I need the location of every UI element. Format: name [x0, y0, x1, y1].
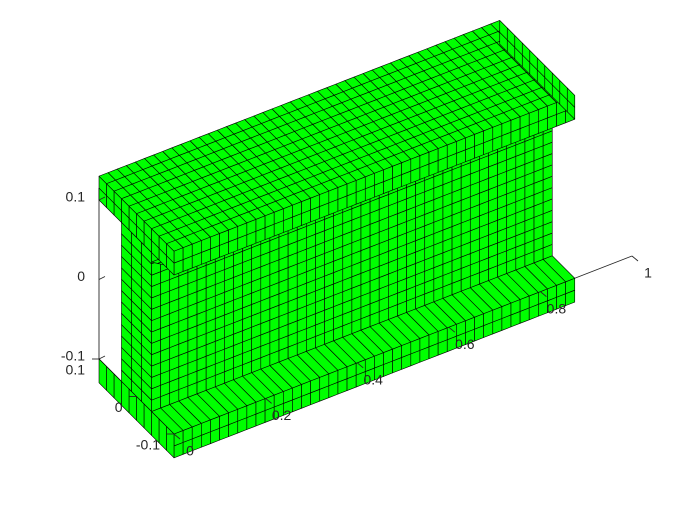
z-tick-label-2: 0.1	[66, 189, 86, 205]
x-tick-label-3: 0.6	[455, 336, 475, 352]
axis-tick-labels: 00.20.40.60.81-0.100.1-0.100.1	[61, 189, 652, 459]
x-tick-label-4: 0.8	[547, 300, 567, 316]
z-tick-label-1: 0	[77, 268, 85, 284]
x-tick-label-0: 0	[186, 443, 194, 459]
y-tick-label-1: 0	[115, 399, 123, 415]
mesh-cell	[121, 222, 132, 245]
y-tick-label-2: 0.1	[66, 362, 86, 378]
x-tick-label-1: 0.2	[272, 407, 292, 423]
axis-ticks	[92, 196, 639, 440]
x-tick-label-2: 0.4	[363, 372, 383, 388]
x-tick-label-5: 1	[644, 265, 652, 281]
beam-mesh	[98, 20, 576, 459]
z-tick-label-0: -0.1	[61, 348, 85, 364]
y-tick-label-0: -0.1	[136, 437, 160, 453]
mesh-cell	[499, 20, 508, 41]
